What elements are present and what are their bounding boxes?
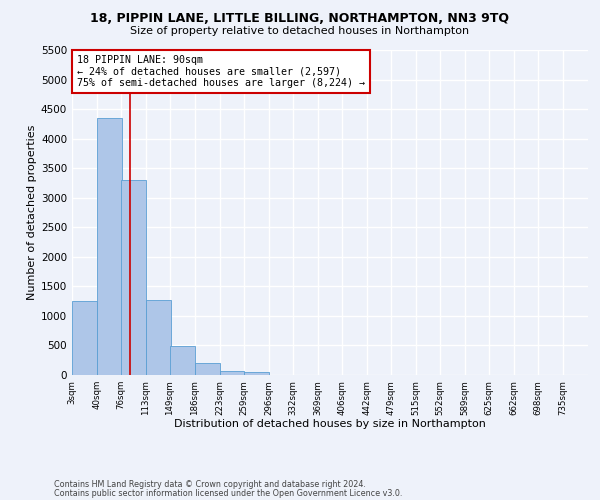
Bar [72, 301, 97, 375]
Text: Size of property relative to detached houses in Northampton: Size of property relative to detached ho… [130, 26, 470, 36]
Text: Contains public sector information licensed under the Open Government Licence v3: Contains public sector information licen… [54, 488, 403, 498]
Text: 18, PIPPIN LANE, LITTLE BILLING, NORTHAMPTON, NN3 9TQ: 18, PIPPIN LANE, LITTLE BILLING, NORTHAM… [91, 12, 509, 26]
Bar [220, 370, 244, 375]
Bar [146, 300, 170, 375]
Bar [121, 180, 146, 375]
Bar [170, 346, 195, 375]
Bar [244, 372, 269, 375]
X-axis label: Distribution of detached houses by size in Northampton: Distribution of detached houses by size … [174, 419, 486, 429]
Y-axis label: Number of detached properties: Number of detached properties [27, 125, 37, 300]
Text: 18 PIPPIN LANE: 90sqm
← 24% of detached houses are smaller (2,597)
75% of semi-d: 18 PIPPIN LANE: 90sqm ← 24% of detached … [77, 55, 365, 88]
Bar [97, 118, 122, 375]
Bar [195, 362, 220, 375]
Text: Contains HM Land Registry data © Crown copyright and database right 2024.: Contains HM Land Registry data © Crown c… [54, 480, 366, 489]
